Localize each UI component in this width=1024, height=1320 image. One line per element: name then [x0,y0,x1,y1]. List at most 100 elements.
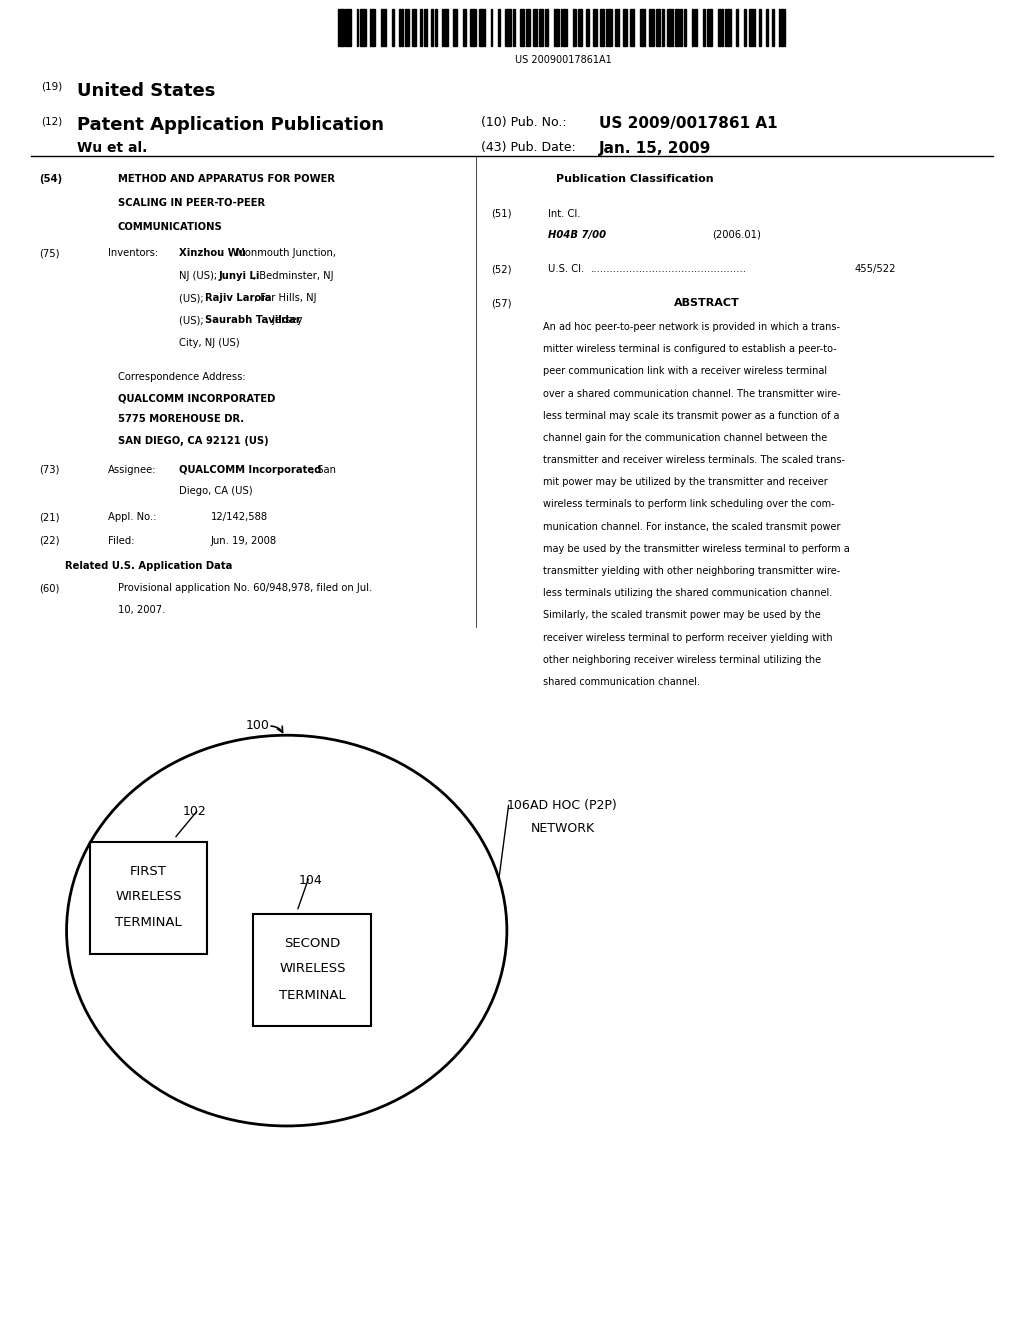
Text: other neighboring receiver wireless terminal utilizing the: other neighboring receiver wireless term… [543,655,821,665]
Bar [479,9,485,46]
Text: FIRST: FIRST [130,865,167,878]
Text: (54): (54) [39,174,62,185]
Bar [772,9,773,46]
Bar [356,9,358,46]
Bar [463,9,466,46]
Text: Xinzhou Wu: Xinzhou Wu [179,248,246,259]
Bar [470,9,476,46]
Text: (US);: (US); [179,293,207,304]
Text: United States: United States [77,82,215,100]
Bar [424,9,427,46]
Bar [399,9,403,46]
Bar [506,9,511,46]
Bar [668,9,673,46]
Text: QUALCOMM INCORPORATED: QUALCOMM INCORPORATED [118,393,275,404]
Text: Appl. No.:: Appl. No.: [108,512,156,523]
Text: COMMUNICATIONS: COMMUNICATIONS [118,222,222,232]
Bar [707,9,712,46]
Text: 455/522: 455/522 [854,264,896,275]
Text: TERMINAL: TERMINAL [279,989,346,1002]
Bar [526,9,529,46]
Text: Assignee:: Assignee: [108,465,156,475]
Text: SECOND: SECOND [285,937,340,950]
Bar [545,9,548,46]
Bar [675,9,679,46]
Text: wireless terminals to perform link scheduling over the com-: wireless terminals to perform link sched… [543,499,835,510]
Bar [766,9,768,46]
Text: 10, 2007.: 10, 2007. [118,605,165,615]
Bar [370,9,375,46]
Bar [649,9,654,46]
Text: Saurabh Tavildar: Saurabh Tavildar [205,315,301,326]
Text: Related U.S. Application Data: Related U.S. Application Data [65,561,232,572]
Text: 12/142,588: 12/142,588 [211,512,268,523]
Text: Wu et al.: Wu et al. [77,141,147,156]
Bar [431,9,433,46]
Bar [681,9,682,46]
Text: channel gain for the communication channel between the: channel gain for the communication chann… [543,433,827,444]
Text: mitter wireless terminal is configured to establish a peer-to-: mitter wireless terminal is configured t… [543,345,837,354]
Text: ABSTRACT: ABSTRACT [674,298,739,309]
Bar [404,9,409,46]
Bar [640,9,645,46]
Text: 5775 MOREHOUSE DR.: 5775 MOREHOUSE DR. [118,414,244,425]
Bar [623,9,627,46]
Text: WIRELESS: WIRELESS [116,890,181,903]
Bar [442,9,447,46]
Text: 104: 104 [299,874,323,887]
Text: Filed:: Filed: [108,536,134,546]
Bar [662,9,664,46]
Bar [572,9,577,46]
Text: Provisional application No. 60/948,978, filed on Jul.: Provisional application No. 60/948,978, … [118,583,372,594]
Text: Junyi Li: Junyi Li [218,271,259,281]
Text: peer communication link with a receiver wireless terminal: peer communication link with a receiver … [543,367,826,376]
Text: (60): (60) [39,583,59,594]
Bar [779,9,784,46]
Text: US 20090017861A1: US 20090017861A1 [515,55,611,66]
Bar [345,9,351,46]
Text: Jun. 19, 2008: Jun. 19, 2008 [211,536,278,546]
Text: (19): (19) [41,82,62,92]
Bar [684,9,686,46]
Text: mit power may be utilized by the transmitter and receiver: mit power may be utilized by the transmi… [543,478,827,487]
Bar [360,9,366,46]
Bar [392,9,394,46]
Bar [630,9,634,46]
Bar [554,9,559,46]
Text: Diego, CA (US): Diego, CA (US) [179,486,253,496]
Bar [561,9,567,46]
Text: (21): (21) [39,512,59,523]
Text: SCALING IN PEER-TO-PEER: SCALING IN PEER-TO-PEER [118,198,265,209]
Text: (75): (75) [39,248,59,259]
Text: ................................................: ........................................… [591,264,746,275]
Bar [586,9,589,46]
Text: 100: 100 [246,719,269,733]
Text: (US);: (US); [179,315,207,326]
Bar [490,9,493,46]
Text: WIRELESS: WIRELESS [280,962,345,975]
Text: 102: 102 [182,805,206,818]
Text: receiver wireless terminal to perform receiver yielding with: receiver wireless terminal to perform re… [543,632,833,643]
Bar [656,9,660,46]
Text: An ad hoc peer-to-peer network is provided in which a trans-: An ad hoc peer-to-peer network is provid… [543,322,840,333]
Text: (10) Pub. No.:: (10) Pub. No.: [481,116,567,129]
Text: less terminal may scale its transmit power as a function of a: less terminal may scale its transmit pow… [543,411,840,421]
Text: (12): (12) [41,116,62,127]
Text: Publication Classification: Publication Classification [556,174,714,185]
Bar [759,9,761,46]
Text: Correspondence Address:: Correspondence Address: [118,372,246,383]
Text: (22): (22) [39,536,59,546]
Bar [736,9,738,46]
Bar [381,9,386,46]
Text: TERMINAL: TERMINAL [115,916,182,929]
Bar [413,9,416,46]
Text: munication channel. For instance, the scaled transmit power: munication channel. For instance, the sc… [543,521,841,532]
Text: , Bedminster, NJ: , Bedminster, NJ [253,271,334,281]
Bar [725,9,731,46]
Bar [593,9,597,46]
Text: NJ (US);: NJ (US); [179,271,220,281]
Text: (51): (51) [492,209,512,219]
Text: transmitter and receiver wireless terminals. The scaled trans-: transmitter and receiver wireless termin… [543,455,845,465]
Text: Int. Cl.: Int. Cl. [548,209,581,219]
Bar [695,9,697,46]
